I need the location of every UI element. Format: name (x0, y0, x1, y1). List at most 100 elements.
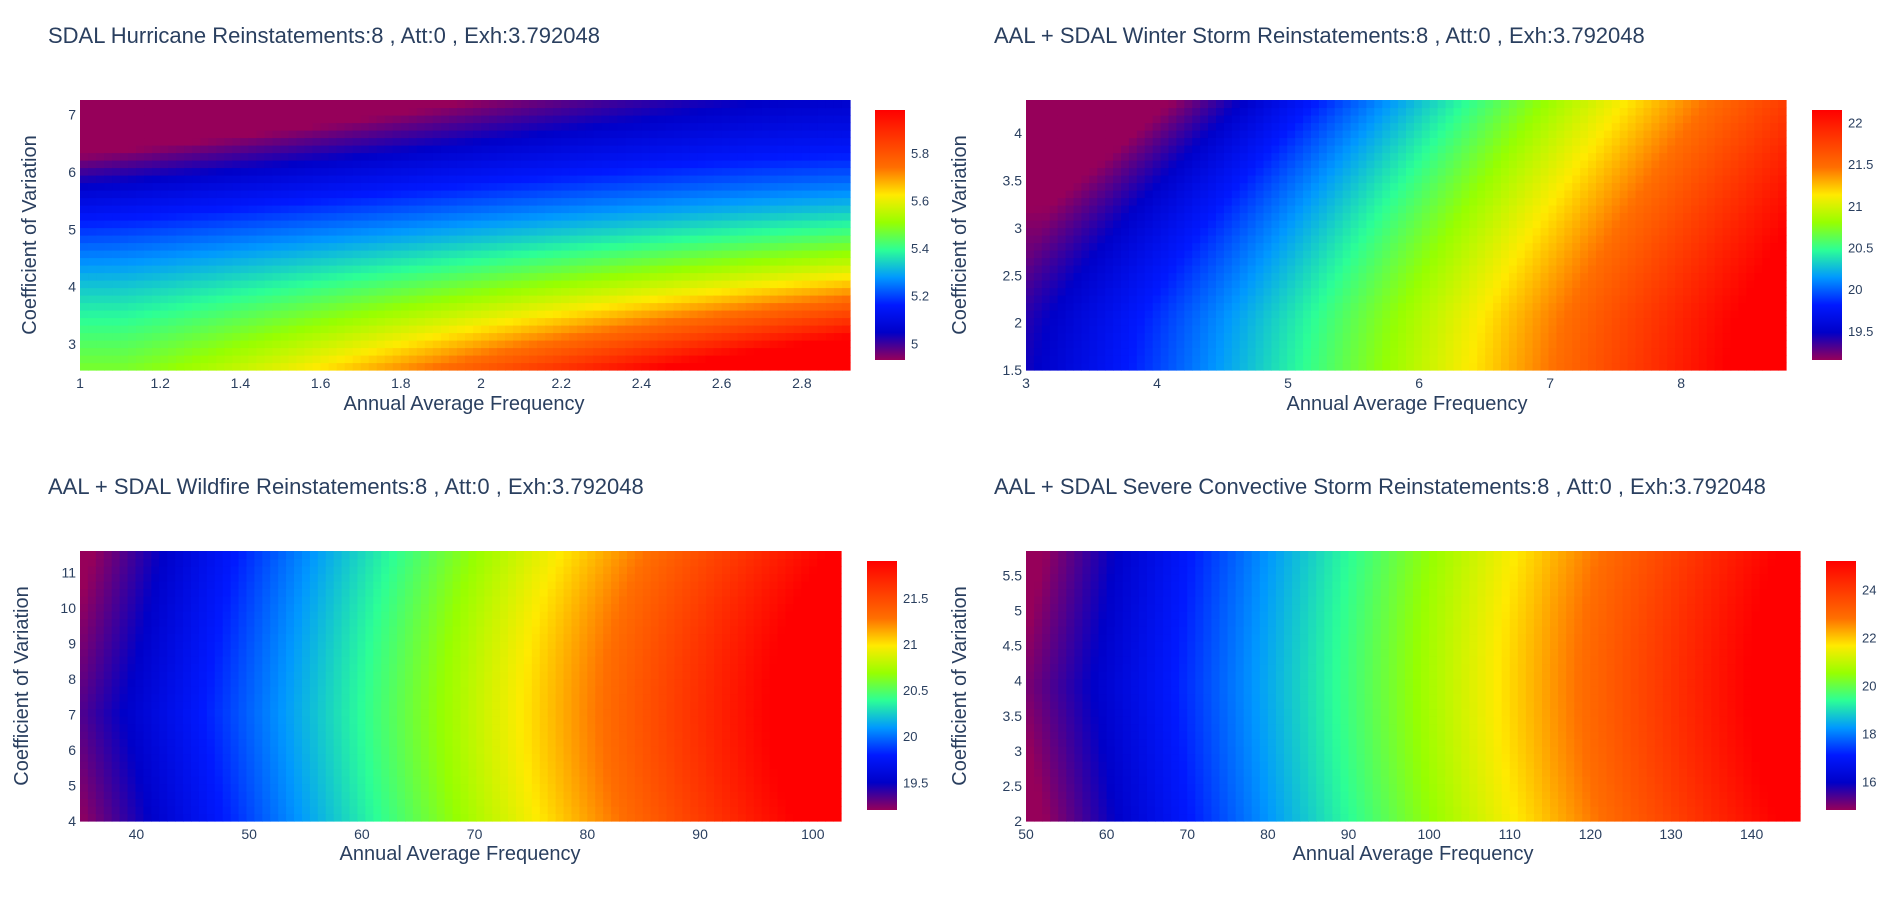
heatmap-cell (312, 205, 322, 214)
heatmap-cell (200, 332, 209, 341)
heatmap-cell (136, 242, 145, 251)
heatmap-cell (537, 167, 546, 176)
heatmap-cell (448, 175, 458, 184)
heatmap-cell (208, 107, 217, 116)
heatmap-cell (681, 190, 691, 199)
heatmap-cell (1303, 175, 1312, 184)
heatmap-cell (721, 115, 731, 124)
heatmap-cell (1041, 122, 1051, 131)
heatmap-cell (1287, 182, 1296, 191)
heatmap-cell (240, 205, 250, 214)
heatmap-cell (280, 242, 290, 251)
heatmap-cell (112, 220, 121, 229)
heatmap-cell (769, 242, 779, 251)
heatmap-cell (641, 340, 651, 349)
heatmap-cell (713, 167, 723, 176)
heatmap-cell (1057, 355, 1067, 364)
heatmap-cell (1026, 295, 1035, 304)
heatmap-cell (1192, 100, 1201, 109)
heatmap-cell (224, 347, 233, 356)
heatmap-cell (577, 295, 586, 304)
heatmap-cell (1121, 130, 1130, 139)
heatmap-cell (657, 100, 667, 109)
heatmap-cell (160, 115, 169, 124)
heatmap-cell (769, 272, 779, 281)
heatmap-cell (1097, 347, 1106, 356)
heatmap-cell (144, 332, 153, 341)
heatmap-cell (641, 347, 651, 356)
heatmap-cell (785, 362, 795, 371)
heatmap-cell (1200, 227, 1209, 236)
heatmap-cell (1065, 250, 1075, 259)
heatmap-cell (705, 347, 715, 356)
heatmap-cell (841, 332, 851, 341)
heatmap-cell (737, 332, 747, 341)
heatmap-cell (96, 355, 105, 364)
heatmap-cell (384, 280, 394, 289)
heatmap-cell (1113, 137, 1122, 146)
heatmap-cell (825, 137, 835, 146)
heatmap-cell (200, 340, 209, 349)
heatmap-cell (497, 160, 506, 169)
heatmap-cell (609, 137, 618, 146)
heatmap-cell (689, 265, 699, 274)
heatmap-cell (1287, 220, 1296, 229)
heatmap-cell (352, 107, 362, 116)
heatmap-cell (1089, 115, 1098, 124)
heatmap-cell (296, 182, 306, 191)
heatmap-cell (216, 122, 225, 131)
heatmap-cell (1342, 100, 1352, 109)
heatmap-cell (569, 160, 578, 169)
heatmap-cell (328, 265, 338, 274)
heatmap-cell (1295, 197, 1304, 206)
heatmap-cell (1239, 265, 1249, 274)
heatmap-cell (825, 257, 835, 266)
heatmap-cell (216, 190, 225, 199)
heatmap-cell (200, 250, 209, 259)
heatmap-cell (1081, 272, 1090, 281)
heatmap-cell (697, 280, 707, 289)
heatmap-cell (368, 280, 378, 289)
heatmap-cell (729, 287, 739, 296)
heatmap-cell (120, 287, 129, 296)
heatmap-cell (1263, 182, 1273, 191)
heatmap-cell (1144, 302, 1154, 311)
heatmap-cell (1358, 355, 1368, 364)
heatmap-cell (465, 145, 474, 154)
heatmap-cell (577, 317, 586, 326)
heatmap-cell (104, 197, 113, 206)
heatmap-cell (633, 272, 643, 281)
heatmap-cell (665, 265, 675, 274)
heatmap-cell (769, 160, 779, 169)
heatmap-cell (1334, 227, 1344, 236)
heatmap-cell (545, 137, 554, 146)
heatmap-cell (529, 332, 538, 341)
heatmap-cell (144, 287, 153, 296)
heatmap-cell (1049, 355, 1059, 364)
heatmap-cell (1223, 235, 1233, 244)
heatmap-cell (585, 302, 594, 311)
heatmap-cell (96, 100, 105, 109)
heatmap-cell (1216, 130, 1225, 139)
heatmap-cell (617, 115, 627, 124)
heatmap-cell (1326, 302, 1336, 311)
heatmap-cell (208, 122, 217, 131)
heatmap-cell (424, 287, 434, 296)
heatmap-cell (537, 227, 546, 236)
heatmap-cell (240, 107, 250, 116)
heatmap-cell (88, 160, 97, 169)
heatmap-cell (1097, 355, 1106, 364)
heatmap-cell (721, 250, 731, 259)
heatmap-cell (569, 340, 578, 349)
heatmap-cell (841, 362, 851, 371)
heatmap-cell (408, 332, 418, 341)
heatmap-cell (96, 160, 105, 169)
heatmap-cell (481, 310, 490, 319)
heatmap-cell (1073, 242, 1083, 251)
heatmap-cell (1176, 347, 1185, 356)
heatmap-cell (416, 167, 426, 176)
heatmap-cell (465, 212, 474, 221)
heatmap-cell (793, 280, 803, 289)
heatmap-cell (1081, 115, 1090, 124)
heatmap-cell (665, 167, 675, 176)
